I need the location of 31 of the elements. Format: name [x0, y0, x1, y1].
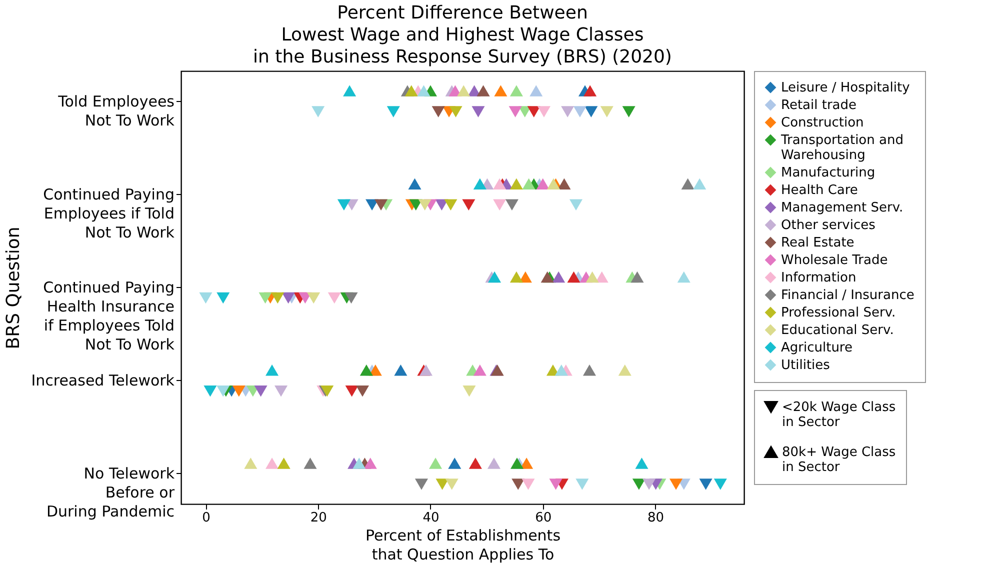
chart-title: Percent Difference Between Lowest Wage and Highest Wage Classes in the Business Response Survey (BRS) (2020) — [253, 2, 672, 68]
legend-label: Wholesale Trade — [781, 253, 888, 268]
legend-label: Financial / Insurance — [781, 288, 914, 303]
legend-label: Management Serv. — [781, 200, 904, 216]
x-tick-label: 60 — [535, 510, 552, 526]
y-tick-label: Continued Paying Employees if Told Not To Work — [43, 185, 175, 242]
x-tick-label: 20 — [310, 510, 327, 526]
legend-label: Transportation and Warehousing — [780, 133, 904, 163]
y-tick-label: Increased Telework — [31, 372, 175, 390]
legend-label: Real Estate — [781, 236, 854, 250]
legend-label: Other services — [781, 218, 876, 233]
y-tick-label: Continued Paying Health Insurance if Employees Told Not To Work — [43, 278, 175, 354]
legend-label: Agriculture — [781, 340, 852, 356]
x-tick-label: 0 — [202, 510, 210, 526]
x-axis-title: Percent of Establishments that Question Applies To — [365, 526, 561, 564]
y-tick-label: Told Employees Not To Work — [57, 92, 175, 130]
y-tick-label: No Telework Before or During Pandemic — [46, 464, 176, 521]
x-tick-label: 80 — [647, 510, 664, 526]
text: <20k Wage Class in Sector — [782, 400, 896, 430]
legend-label: Construction — [781, 116, 864, 130]
y-axis-title: BRS Question — [3, 226, 24, 350]
legend-label: Leisure / Hospitality — [781, 80, 910, 96]
legend-label: Information — [781, 270, 856, 286]
legend-label: Manufacturing — [781, 166, 876, 180]
legend-label: Utilities — [781, 358, 830, 373]
legend-label: Retail trade — [781, 98, 857, 113]
legend-label: Professional Serv. — [781, 306, 896, 320]
legend-label: Health Care — [781, 183, 858, 198]
text: 80k+ Wage Class in Sector — [782, 445, 896, 475]
x-tick-label: 40 — [422, 510, 440, 526]
legend-label: Educational Serv. — [781, 323, 894, 338]
